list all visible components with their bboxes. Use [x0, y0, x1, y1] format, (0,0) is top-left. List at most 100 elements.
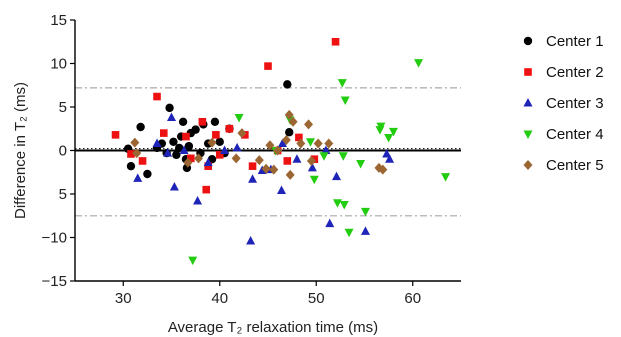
data-point — [304, 119, 314, 130]
data-point — [210, 117, 220, 126]
data-point — [126, 161, 136, 171]
data-point — [212, 131, 220, 139]
legend-marker — [524, 68, 532, 76]
data-point — [337, 79, 347, 88]
data-point — [324, 138, 334, 149]
data-point — [388, 127, 398, 137]
data-point — [246, 235, 256, 245]
data-point — [307, 162, 317, 172]
data-point — [273, 145, 283, 156]
data-point — [182, 132, 190, 141]
data-point — [382, 148, 392, 158]
data-point — [284, 109, 294, 120]
data-point — [203, 157, 213, 167]
data-point — [340, 96, 350, 106]
y-tick-label: 5 — [59, 186, 67, 203]
data-point — [130, 137, 140, 148]
legend-label: Center 2 — [546, 64, 604, 81]
data-point — [237, 128, 247, 139]
legend-marker — [523, 98, 533, 107]
data-point — [285, 128, 294, 137]
data-point — [306, 155, 316, 166]
data-point — [193, 195, 203, 205]
y-tick-label: 15 — [50, 12, 67, 29]
y-tick-label: 0 — [59, 143, 67, 160]
data-point — [248, 162, 257, 170]
data-point — [378, 164, 388, 175]
legend-label: Center 3 — [546, 95, 604, 112]
data-point — [414, 59, 424, 68]
data-point — [332, 199, 342, 208]
data-point — [215, 151, 224, 159]
data-point — [184, 141, 194, 151]
data-point — [165, 103, 174, 113]
data-point — [277, 185, 287, 195]
data-point — [194, 153, 204, 164]
series-center-4 — [188, 59, 451, 266]
series-center-5 — [130, 109, 388, 180]
data-point — [384, 133, 394, 143]
data-point — [332, 171, 342, 181]
data-point — [277, 138, 287, 148]
y-tick-label: −15 — [42, 273, 67, 290]
data-point — [385, 154, 395, 163]
data-point — [133, 173, 143, 182]
legend: Center 1 Center 2 Center 3 Center 4 Center 5 — [523, 33, 604, 174]
data-point — [292, 154, 302, 163]
data-point — [225, 124, 234, 133]
data-point — [283, 80, 292, 89]
legend-label: Center 4 — [546, 126, 604, 143]
data-point — [163, 148, 173, 157]
data-point — [264, 62, 272, 70]
data-point — [338, 152, 348, 161]
legend-label: Center 5 — [546, 157, 604, 174]
data-point — [283, 157, 292, 165]
x-tick-label: 60 — [404, 290, 421, 307]
data-point — [234, 113, 244, 123]
legend-marker — [523, 36, 533, 46]
data-point — [152, 138, 162, 148]
y-axis-title: Difference in T₂ (ms) — [12, 82, 29, 219]
data-point — [136, 122, 145, 132]
data-point — [269, 164, 279, 175]
legend-item-center-1: Center 1 — [523, 33, 604, 50]
data-point — [175, 143, 184, 153]
legend-item-center-5: Center 5 — [523, 157, 604, 174]
y-tick-label: 10 — [50, 56, 67, 73]
y-tick-label: −10 — [42, 230, 67, 247]
data-point — [261, 163, 271, 174]
data-point — [143, 169, 152, 179]
data-point — [231, 153, 241, 164]
data-point — [232, 142, 242, 152]
data-point — [159, 129, 168, 137]
data-point — [281, 135, 291, 146]
data-point — [376, 122, 386, 132]
data-point — [198, 117, 207, 126]
x-tick-label: 30 — [115, 290, 132, 307]
legend-label: Center 1 — [546, 33, 604, 50]
data-point — [339, 200, 349, 210]
data-point — [169, 182, 179, 191]
data-point — [305, 138, 315, 147]
data-point — [254, 155, 264, 166]
data-point — [187, 154, 195, 163]
data-point — [167, 112, 176, 121]
x-tick-label: 40 — [211, 290, 228, 307]
data-point — [179, 145, 189, 154]
data-point — [207, 137, 217, 148]
data-point — [309, 175, 319, 185]
data-point — [360, 207, 370, 217]
legend-item-center-3: Center 3 — [523, 95, 604, 112]
data-point — [138, 157, 147, 165]
data-point — [172, 150, 181, 160]
data-point — [191, 125, 200, 134]
data-point — [313, 138, 323, 149]
legend-item-center-4: Center 4 — [523, 126, 604, 143]
data-point — [319, 152, 329, 161]
legend-marker — [523, 130, 533, 139]
data-point — [248, 174, 258, 183]
data-point — [344, 228, 354, 238]
data-point — [132, 148, 142, 159]
